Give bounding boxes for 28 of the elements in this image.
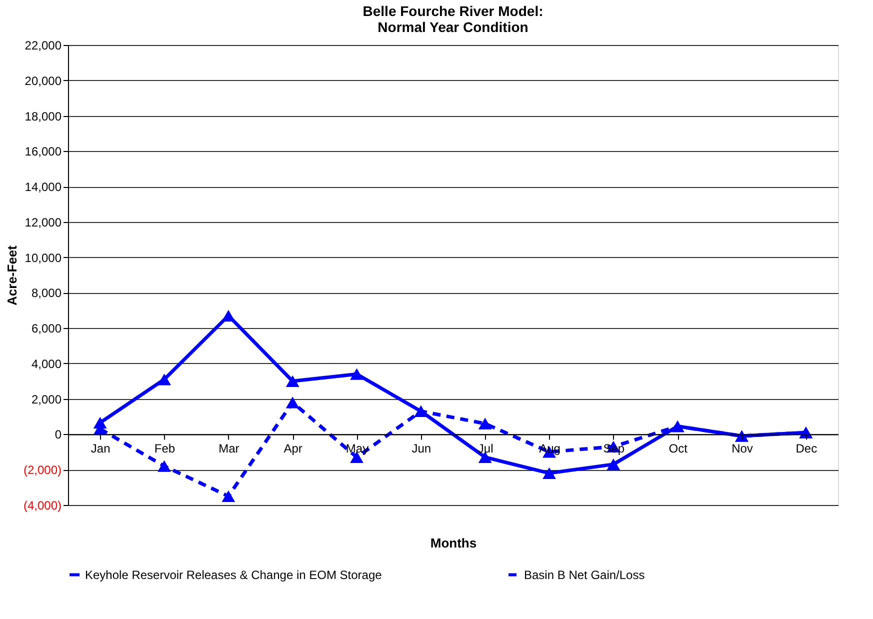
x-tick-label: Oct [668,442,688,456]
y-tick-label: 12,000 [24,215,62,230]
legend-label: Keyhole Reservoir Releases & Change in EOM Storage [85,568,382,582]
y-tick-label: (4,000) [23,498,62,512]
chart-title: Belle Fourche River Model: Normal Year Condition [362,3,544,35]
y-tick-label: 22,000 [24,38,62,52]
y-tick-label: 18,000 [24,109,62,124]
y-tick-label: 8,000 [31,286,62,300]
x-tick-label: Nov [732,442,753,456]
y-axis-title: Acre-Feet [4,244,20,306]
y-tick-label: 6,000 [31,322,62,336]
x-axis-title: Months [430,536,477,550]
y-tick-label: 2,000 [31,392,62,406]
y-tick-label: 0 [54,428,62,442]
y-tick-label: (2,000) [23,463,62,478]
x-tick-label: Dec [796,442,818,456]
y-tick-label: 16,000 [24,144,62,159]
y-tick-label: 4,000 [31,356,62,371]
legend-label: Basin B Net Gain/Loss [524,568,645,582]
y-tick-label: 14,000 [24,180,62,194]
x-tick-label: Jun [412,442,432,456]
x-tick-label: Feb [154,442,176,456]
y-tick-label: 10,000 [24,250,62,265]
x-tick-label: Mar [218,442,240,456]
x-tick-label: Apr [284,442,302,456]
y-tick-label: 20,000 [24,74,62,88]
x-tick-label: Jul [478,442,494,456]
x-tick-label: Jan [90,442,110,456]
